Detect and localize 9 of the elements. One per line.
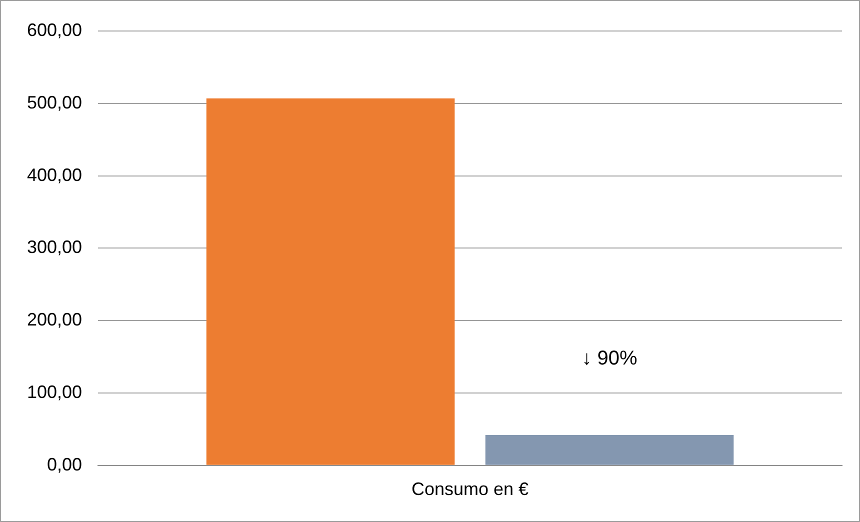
- y-tick-label: 200,00: [26, 310, 82, 330]
- y-tick-label: 100,00: [26, 382, 82, 402]
- x-tick-label: Consumo en €: [411, 479, 529, 500]
- y-tick-label: 400,00: [26, 164, 82, 185]
- annotation: ↓ 90%: [582, 347, 638, 370]
- y-tick-label: 600,00: [26, 20, 82, 40]
- y-tick-label: 0,00: [47, 454, 82, 474]
- y-tick-label: 300,00: [26, 237, 82, 258]
- y-tick-label: 500,00: [26, 92, 82, 112]
